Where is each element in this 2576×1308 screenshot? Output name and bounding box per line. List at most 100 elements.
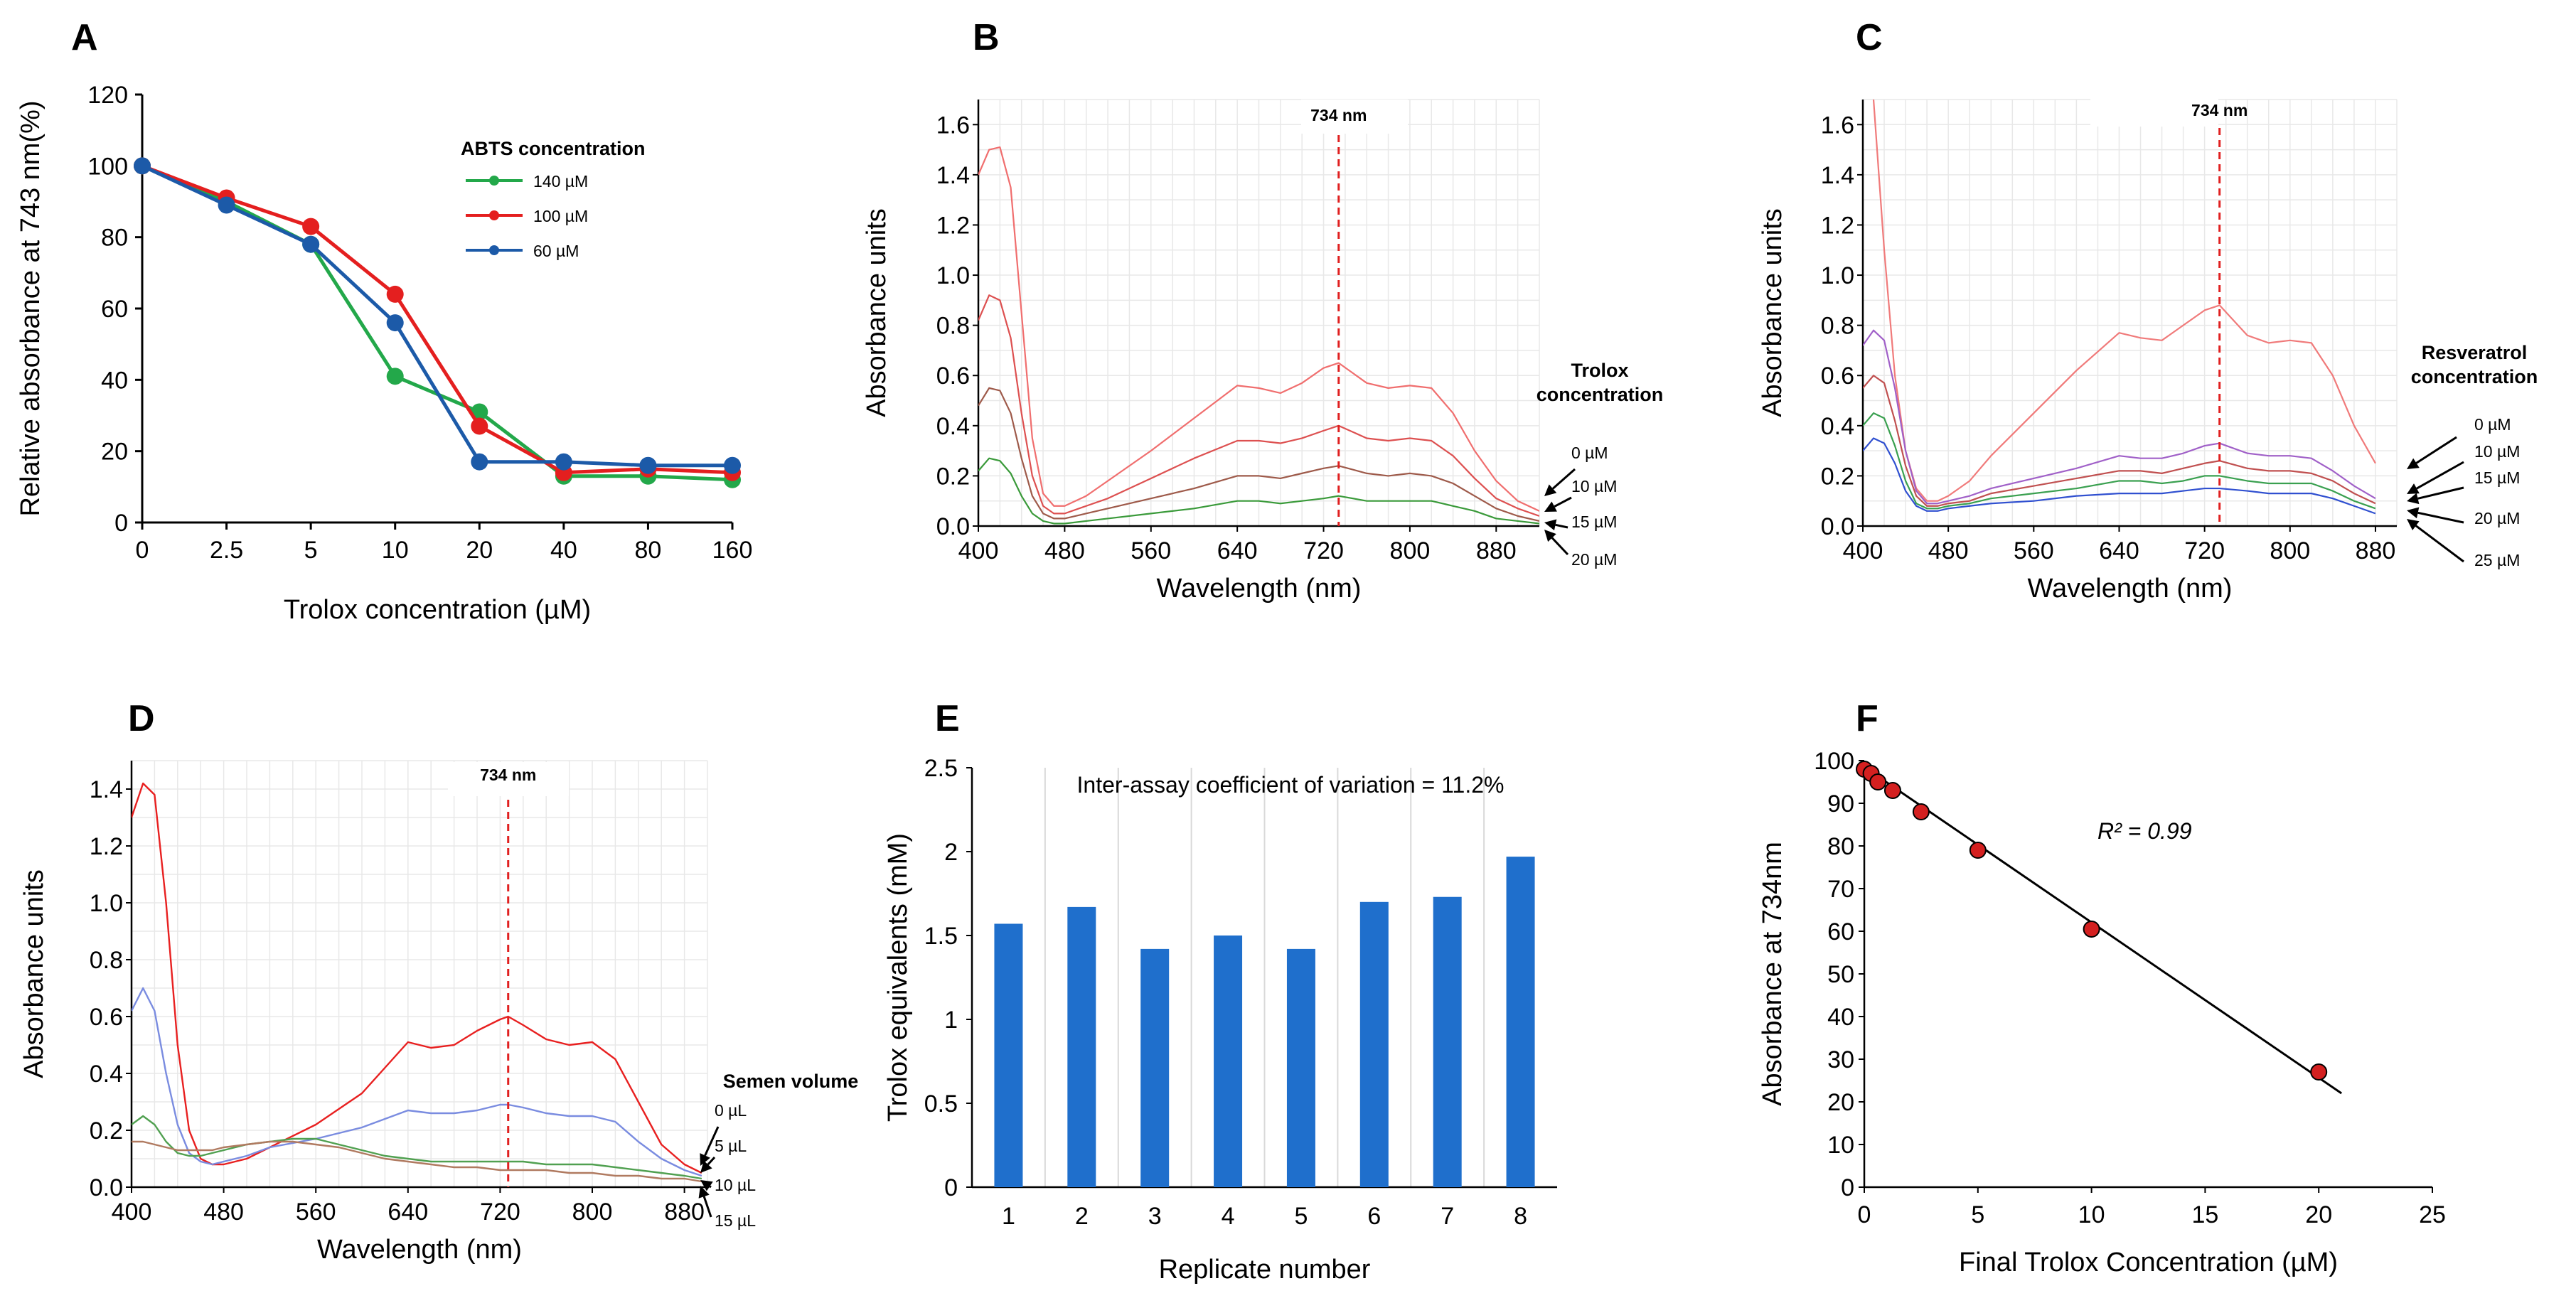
x-tick-label: 720: [1303, 537, 1344, 564]
x-tick-label: 720: [480, 1199, 520, 1226]
y-tick-label: 20: [1827, 1089, 1854, 1116]
data-point: [302, 218, 320, 235]
x-tick-label: 7: [1441, 1203, 1454, 1230]
data-point: [386, 285, 404, 303]
x-tick-label: 10: [382, 537, 409, 564]
data-point: [2083, 921, 2100, 938]
legend-item-label: 10 µM: [1571, 477, 1617, 495]
legend-swatch-dot: [489, 176, 499, 186]
legend-arrow-head: [2407, 458, 2420, 469]
legend-label: 140 µM: [533, 172, 588, 191]
legend-arrow-head: [698, 1186, 710, 1199]
legend-item-label: 20 µM: [2474, 509, 2520, 527]
y-tick-label: 10: [1827, 1132, 1854, 1159]
bar: [1433, 896, 1462, 1187]
x-tick-label: 80: [635, 537, 662, 564]
y-tick-label: 1.2: [936, 212, 970, 239]
legend-label: 100 µM: [533, 207, 588, 225]
series-line: [141, 164, 732, 468]
legend-arrow-shaft: [1551, 468, 1576, 490]
legend-item-label: 0 µL: [715, 1101, 747, 1120]
spectrum-line: [132, 987, 702, 1177]
legend-item-label: 20 µM: [1571, 550, 1617, 569]
panel-label-f: F: [1856, 698, 1878, 739]
bar: [1506, 857, 1535, 1187]
legend-item-label: 10 µM: [2474, 442, 2520, 461]
y-tick-label: 0.4: [90, 1061, 123, 1088]
x-tick-label: 720: [2184, 537, 2225, 564]
y-tick-label: 1.4: [90, 776, 123, 803]
y-tick-label: 0: [944, 1174, 958, 1201]
legend-title: Semen volume: [723, 1071, 859, 1092]
x-tick-label: 10: [2078, 1201, 2105, 1228]
y-tick-label: 60: [1827, 918, 1854, 945]
panel-f: F 0 10 20 30 40 50 60 70 80 90 100 0 5 10 15 20 25 Final T…: [1758, 698, 2446, 1277]
y-tick-label: 40: [1827, 1004, 1854, 1031]
y-tick-label: 30: [1827, 1046, 1854, 1073]
x-tick-label: 160: [712, 537, 753, 564]
y-tick-label: 1.0: [90, 890, 123, 917]
marker-label: 734 nm: [1310, 106, 1367, 124]
y-tick-label: 0.6: [90, 1004, 123, 1031]
x-tick-label: 560: [296, 1199, 336, 1226]
data-point: [2310, 1063, 2328, 1081]
legend-arrow-head: [1544, 530, 1556, 542]
x-tick-label: 5: [1294, 1203, 1308, 1230]
data-point: [1869, 773, 1887, 790]
legend-arrow-shaft: [1551, 537, 1569, 556]
legend-arrow-head: [1544, 484, 1557, 496]
y-tick-label: 2.5: [924, 755, 958, 782]
y-tick-label: 90: [1827, 790, 1854, 818]
cv-annotation: Inter-assay coefficient of variation = 1…: [1077, 772, 1505, 798]
legend-title: Resveratrol: [2422, 342, 2528, 363]
y-tick-label: 60: [101, 296, 128, 323]
legend-title: concentration: [1536, 384, 1664, 405]
bar: [1286, 948, 1315, 1187]
data-point: [302, 235, 320, 253]
bar: [1214, 936, 1243, 1187]
data-point: [471, 453, 488, 471]
legend-item-label: 0 µM: [1571, 444, 1608, 462]
y-tick-label: 1.6: [1821, 112, 1854, 139]
y-tick-label: 0: [1841, 1174, 1854, 1201]
spectrum-line: [1863, 375, 2376, 507]
data-point: [386, 314, 404, 332]
x-tick-label: 800: [572, 1199, 613, 1226]
trendline: [1864, 766, 2343, 1095]
legend-arrow-shaft: [2415, 436, 2457, 464]
x-tick-label: 6: [1367, 1203, 1381, 1230]
data-point: [639, 456, 657, 474]
x-tick-label: 880: [664, 1199, 705, 1226]
legend-item-label: 15 µL: [715, 1211, 756, 1230]
y-tick-label: 70: [1827, 876, 1854, 903]
x-axis-title: Wavelength (nm): [1157, 574, 1362, 604]
legend-title: Trolox: [1571, 360, 1628, 381]
x-tick-label: 480: [1928, 537, 1969, 564]
spectrum-line: [1863, 412, 2376, 510]
spectrum-line: [132, 782, 702, 1174]
y-tick-label: 100: [1814, 748, 1854, 775]
x-axis-title: Replicate number: [1159, 1255, 1371, 1285]
legend-arrow-head: [2407, 483, 2420, 494]
x-tick-label: 5: [1971, 1201, 1984, 1228]
x-tick-label: 880: [1476, 537, 1517, 564]
marker-label-background: [448, 762, 569, 796]
y-axis-title: Absorbance units: [1758, 208, 1787, 417]
spectrum-line: [132, 1140, 702, 1183]
legend-arrow-shaft: [1555, 523, 1568, 529]
legend-arrow-shaft: [2416, 461, 2464, 490]
spectrum-line: [1863, 437, 2376, 515]
x-tick-label: 0: [136, 537, 149, 564]
x-tick-label: 400: [1843, 537, 1883, 564]
spectrum-line: [978, 457, 1539, 525]
panel-label-d: D: [128, 698, 155, 739]
legend-item-label: 15 µM: [2474, 468, 2520, 487]
legend-arrow-shaft: [2417, 486, 2464, 500]
legend-title: concentration: [2411, 366, 2538, 387]
x-tick-label: 25: [2419, 1201, 2446, 1228]
x-tick-label: 3: [1148, 1203, 1162, 1230]
y-axis-title: Absorbance units: [19, 869, 49, 1078]
y-tick-label: 0.4: [1821, 413, 1854, 440]
y-tick-label: 40: [101, 367, 128, 394]
y-tick-label: 20: [101, 439, 128, 466]
